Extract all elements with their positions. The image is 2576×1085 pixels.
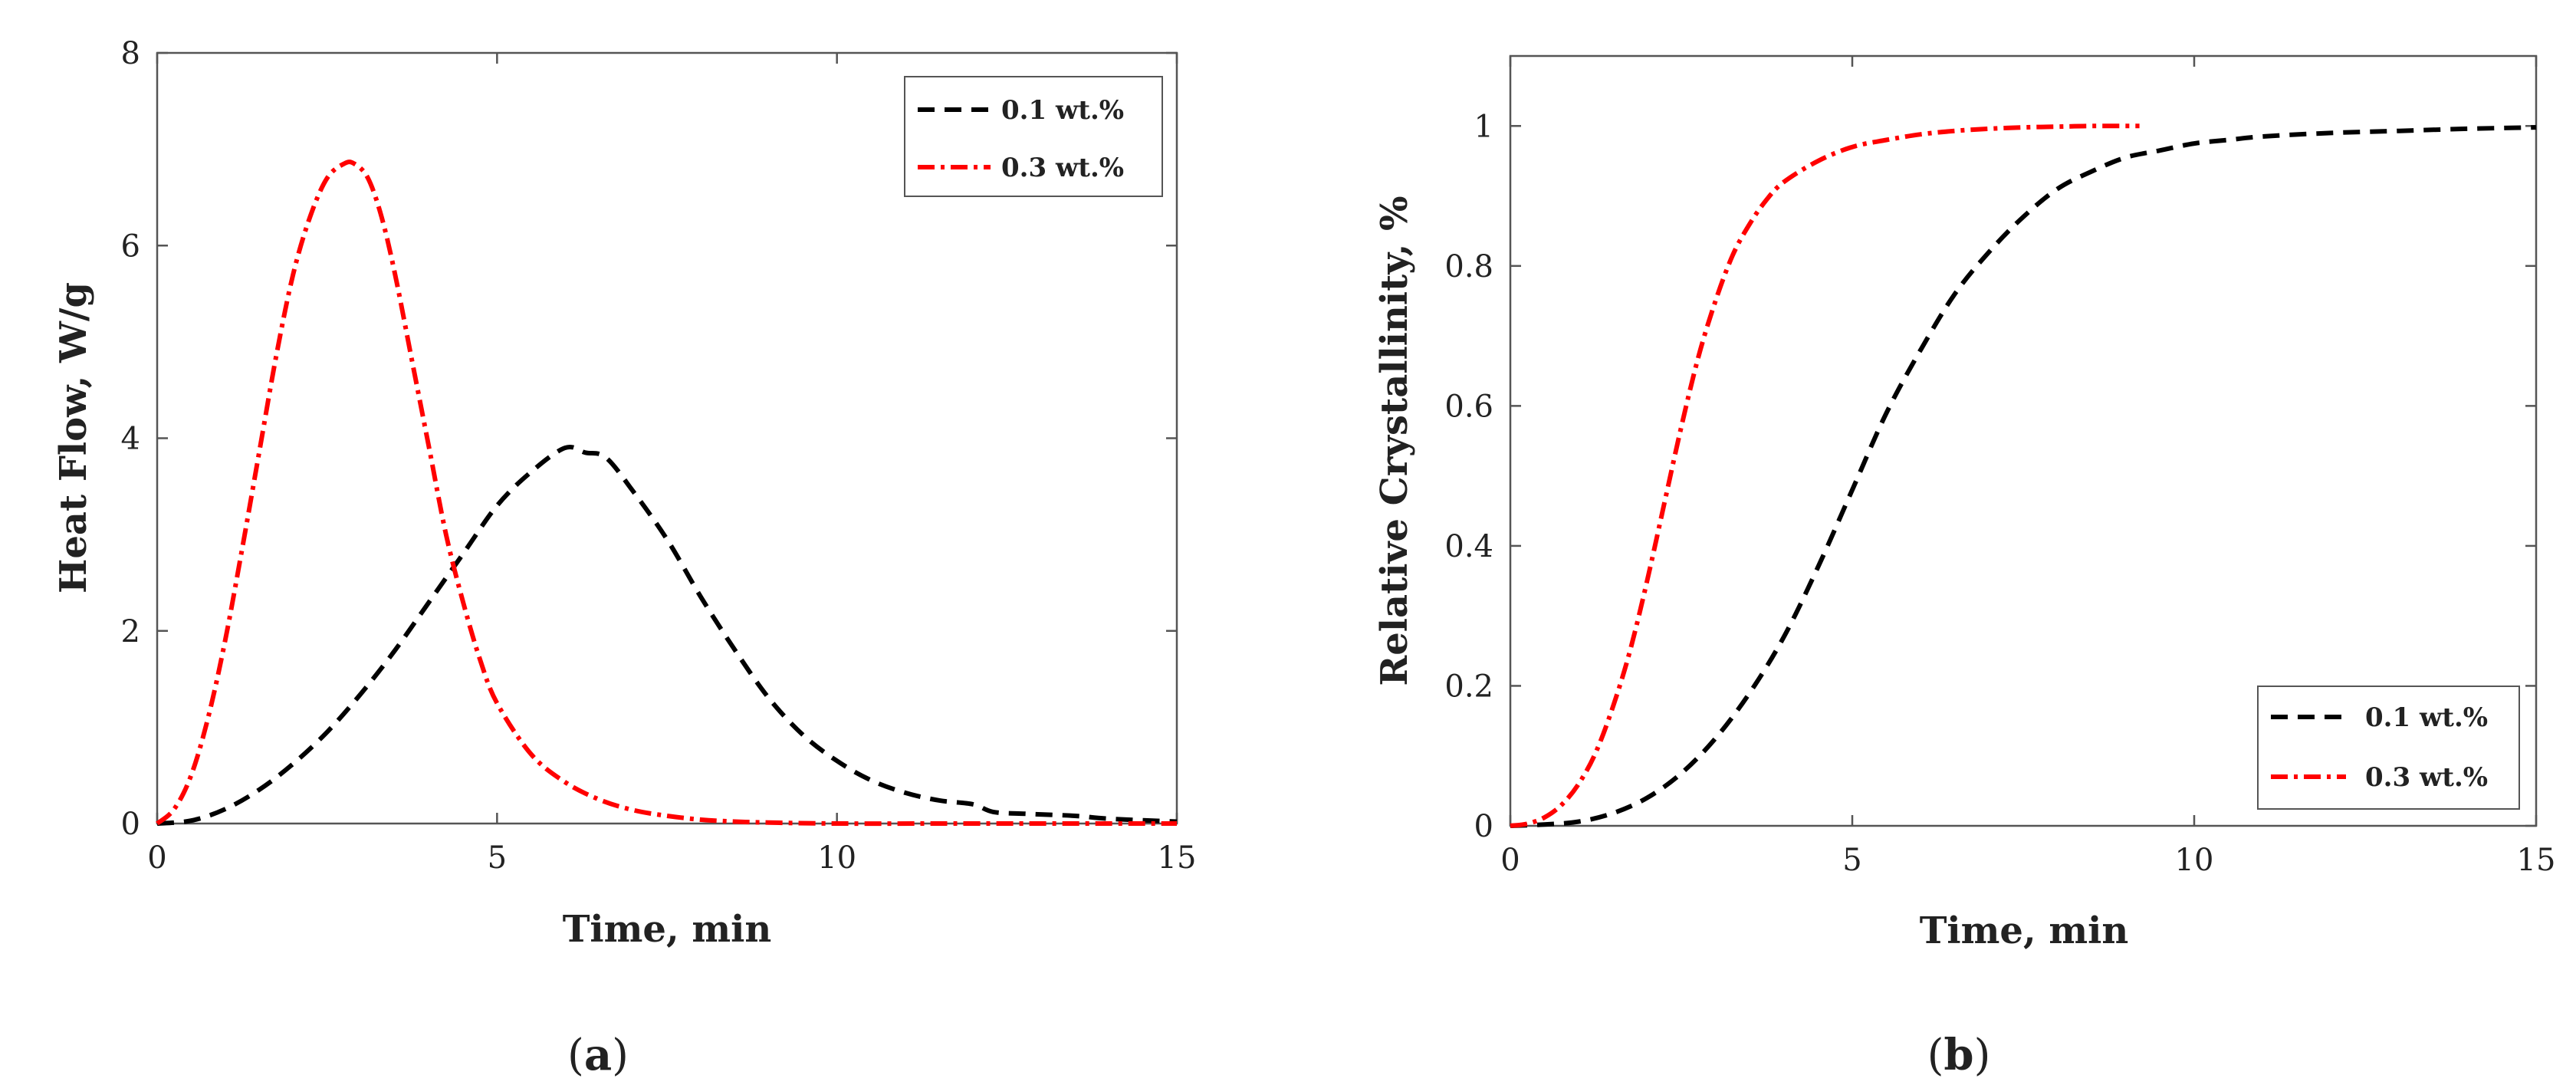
y-tick-label: 2 [121, 614, 140, 649]
legend-label-0-3: 0.3 wt.% [1001, 153, 1124, 183]
legend: 0.1 wt.% 0.3 wt.% [904, 76, 1163, 197]
crystallinity-chart: 0 5 10 15 0 0.2 0.4 0.6 0.8 1 Time, min Relative… [1373, 54, 2555, 1080]
y-tick-labels: 0 0.2 0.4 0.6 0.8 1 [1444, 109, 1493, 844]
x-tick-label: 15 [2517, 843, 2556, 878]
series-line-0-3-wt [156, 159, 1177, 827]
legend-label-0-3: 0.3 wt.% [2365, 762, 2488, 793]
x-tick-label: 10 [2175, 843, 2214, 878]
legend: 0.1 wt.% 0.3 wt.% [2257, 686, 2520, 810]
x-tick-label: 15 [1158, 840, 1197, 876]
panel-caption-a: (a) [567, 1030, 629, 1080]
plot-frame [1509, 54, 2538, 827]
x-tick-label: 5 [488, 840, 507, 876]
y-tick-label: 0 [1474, 809, 1493, 844]
x-tick-labels: 0 5 10 15 [1500, 843, 2555, 878]
legend-box [2257, 686, 2520, 810]
legend-label-0-1: 0.1 wt.% [2365, 702, 2488, 733]
y-axis-label: Heat Flow, W/g [52, 282, 95, 593]
y-tick-label: 0.6 [1444, 389, 1493, 424]
y-tick-label: 0.2 [1444, 669, 1493, 704]
y-tick-label: 0.8 [1444, 249, 1493, 284]
x-axis-label: Time, min [1920, 909, 2129, 952]
legend-box [904, 76, 1163, 197]
y-tick-labels: 0 2 4 6 8 [121, 36, 140, 842]
y-tick-label: 1 [1474, 109, 1493, 144]
y-axis-label: Relative Crystallinity, % [1373, 196, 1416, 686]
y-tick-label: 6 [121, 229, 140, 264]
y-tick-label: 4 [121, 422, 140, 457]
x-tick-labels: 0 5 10 15 [147, 840, 1196, 876]
legend-label-0-1: 0.1 wt.% [1001, 95, 1124, 126]
tick-marks [1509, 56, 2538, 827]
series-layer [1510, 123, 2537, 828]
y-tick-label: 0 [121, 807, 140, 842]
heat-flow-chart: 0 5 10 15 0 2 4 6 8 Time, min Heat Flow, W/g 0.… [52, 36, 1196, 1080]
series-line-0-1-wt [156, 445, 1178, 826]
x-axis-label: Time, min [563, 908, 772, 951]
x-tick-label: 0 [147, 840, 166, 876]
x-tick-label: 0 [1500, 843, 1520, 878]
series-line-0-3-wt [1510, 123, 2140, 828]
y-tick-label: 8 [121, 36, 140, 71]
series-line-0-1-wt [1510, 125, 2537, 828]
y-tick-label: 0.4 [1444, 529, 1493, 564]
x-tick-label: 5 [1842, 843, 1861, 878]
series-layer [156, 159, 1178, 827]
x-tick-label: 10 [817, 840, 856, 876]
panel-caption-b: (b) [1927, 1030, 1991, 1080]
